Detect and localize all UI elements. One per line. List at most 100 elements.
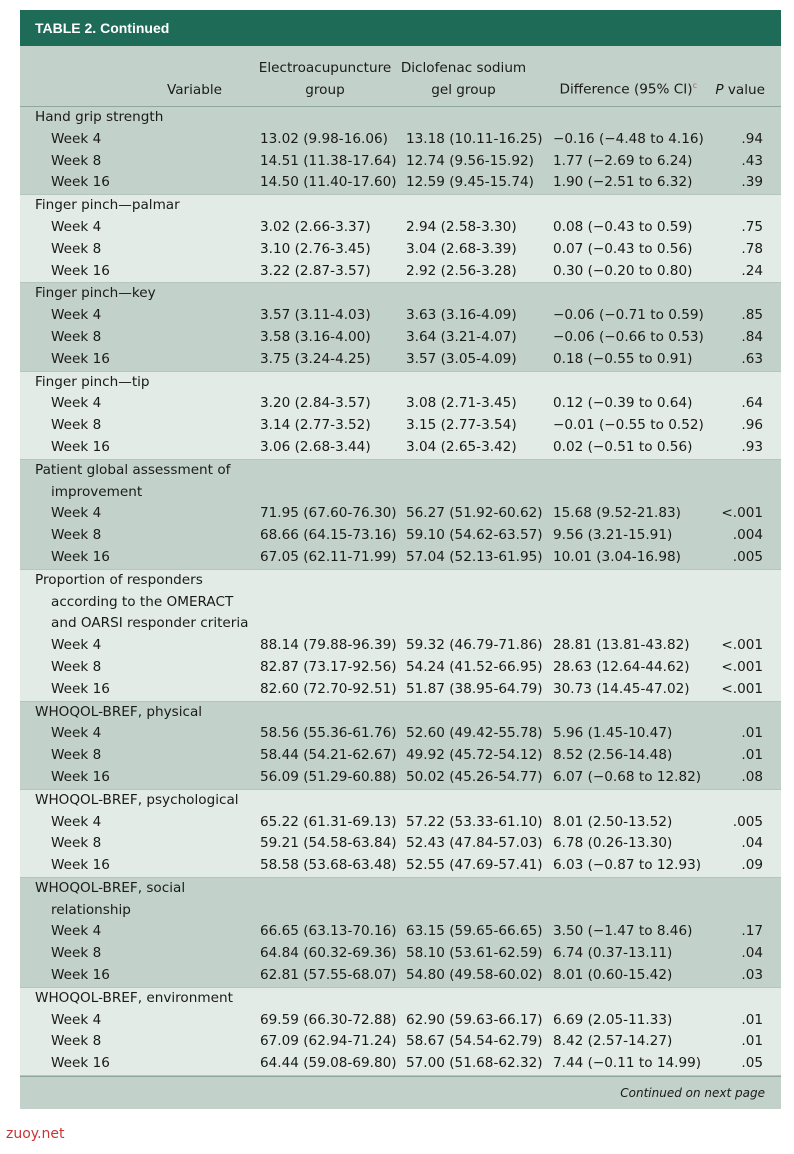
difference-cell: 0.08 (−0.43 to 0.59) <box>533 216 705 239</box>
header-electro-line2: group <box>305 82 345 98</box>
group-label-row: relationship <box>20 899 782 922</box>
table-row: Week 8 3.14 (2.77-3.52) 3.15 (2.77-3.54) −0… <box>20 415 782 437</box>
pvalue-cell: .63 <box>705 348 782 372</box>
electro-cell: 67.09 (62.94-71.24) <box>252 1031 397 1054</box>
diclofenac-cell: 57.04 (52.13-61.95) <box>394 546 543 570</box>
table-row: Week 4 3.57 (3.11-4.03) 3.63 (3.16-4.09) −0… <box>20 305 782 327</box>
group-label: Proportion of responders <box>20 569 782 592</box>
group-label: WHOQOL-BREF, physical <box>20 701 782 724</box>
electro-cell: 62.81 (57.55-68.07) <box>252 965 397 988</box>
group-label: Hand grip strength <box>20 107 782 129</box>
diclofenac-cell: 56.27 (51.92-60.62) <box>394 503 543 526</box>
pvalue-cell: .005 <box>705 811 782 834</box>
week-cell: Week 4 <box>20 921 252 944</box>
difference-cell: 6.69 (2.05-11.33) <box>533 1009 705 1032</box>
table-row: Week 16 3.22 (2.87-3.57) 2.92 (2.56-3.28) 0… <box>20 260 782 283</box>
diclofenac-cell: 63.15 (59.65-66.65) <box>394 921 543 944</box>
pvalue-cell: .05 <box>705 1053 782 1076</box>
pvalue-cell: .17 <box>705 921 782 944</box>
electro-cell: 3.75 (3.24-4.25) <box>252 348 394 372</box>
week-cell: Week 16 <box>20 855 252 878</box>
table-row: Week 16 64.44 (59.08-69.80) 57.00 (51.68-6… <box>20 1053 782 1076</box>
variable-group: Finger pinch—tip Week 4 3.20 (2.84-3.57) 3.… <box>20 371 782 460</box>
difference-cell: −0.06 (−0.66 to 0.53) <box>533 326 705 349</box>
week-cell: Week 16 <box>20 678 252 702</box>
difference-cell: 15.68 (9.52-21.83) <box>533 503 705 526</box>
diclofenac-cell: 2.94 (2.58-3.30) <box>394 216 533 239</box>
week-cell: Week 8 <box>20 943 252 966</box>
table-row: Week 8 67.09 (62.94-71.24) 58.67 (54.54-62… <box>20 1031 782 1054</box>
difference-cell: 7.44 (−0.11 to 14.99) <box>533 1053 705 1076</box>
electro-cell: 65.22 (61.31-69.13) <box>252 811 397 834</box>
table-row: Week 8 68.66 (64.15-73.16) 59.10 (54.62-63… <box>20 525 782 547</box>
header-difference-label: Difference (95% CI) <box>559 82 693 98</box>
week-cell: Week 8 <box>20 326 252 349</box>
electro-cell: 82.60 (72.70-92.51) <box>252 678 397 702</box>
pvalue-cell: <.001 <box>705 635 782 657</box>
diclofenac-cell: 3.04 (2.68-3.39) <box>394 238 533 261</box>
week-cell: Week 8 <box>20 238 252 261</box>
table-row: Week 8 58.44 (54.21-62.67) 49.92 (45.72-54… <box>20 745 782 767</box>
electro-cell: 64.44 (59.08-69.80) <box>252 1053 397 1076</box>
diclofenac-cell: 54.24 (41.52-66.95) <box>394 656 543 679</box>
difference-cell: 30.73 (14.45-47.02) <box>533 678 705 702</box>
diclofenac-cell: 58.10 (53.61-62.59) <box>394 943 543 966</box>
table-row: Week 4 13.02 (9.98-16.06) 13.18 (10.11-16.… <box>20 128 782 151</box>
electro-cell: 3.57 (3.11-4.03) <box>252 305 394 327</box>
electro-cell: 56.09 (51.29-60.88) <box>252 766 397 790</box>
group-label-row: Proportion of responders <box>20 569 782 592</box>
diclofenac-cell: 59.10 (54.62-63.57) <box>394 525 543 547</box>
pvalue-cell: .08 <box>705 766 782 790</box>
pvalue-cell: <.001 <box>705 503 782 526</box>
table-row: Week 4 58.56 (55.36-61.76) 52.60 (49.42-55… <box>20 723 782 746</box>
week-cell: Week 16 <box>20 965 252 988</box>
table-row: Week 8 3.58 (3.16-4.00) 3.64 (3.21-4.07) −0… <box>20 326 782 349</box>
pvalue-cell: .84 <box>705 326 782 349</box>
header-row: Variable Electroacupuncture group Diclof… <box>20 46 781 107</box>
results-table: Variable Electroacupuncture group Diclof… <box>20 46 781 107</box>
diclofenac-cell: 12.59 (9.45-15.74) <box>394 172 534 195</box>
week-cell: Week 4 <box>20 811 252 834</box>
footnote-marker: c <box>692 81 697 91</box>
difference-cell: 1.77 (−2.69 to 6.24) <box>533 150 705 173</box>
variable-group: Patient global assessment of improvement W… <box>20 459 782 570</box>
group-label-row: according to the OMERACT <box>20 591 782 614</box>
pvalue-cell: .01 <box>705 745 782 767</box>
pvalue-cell: .39 <box>705 172 782 195</box>
table-row: Week 16 14.50 (11.40-17.60) 12.59 (9.45-15… <box>20 172 782 195</box>
table-row: Week 16 3.75 (3.24-4.25) 3.57 (3.05-4.09) 0… <box>20 348 782 372</box>
pvalue-cell: .04 <box>705 943 782 966</box>
results-body: Hand grip strength Week 4 13.02 (9.98-16.0… <box>20 107 782 1076</box>
table-row: Week 8 82.87 (73.17-92.56) 54.24 (41.52-66… <box>20 656 782 679</box>
pvalue-cell: .005 <box>705 546 782 570</box>
table-row: Week 8 14.51 (11.38-17.64) 12.74 (9.56-15.… <box>20 150 782 173</box>
difference-cell: 6.78 (0.26-13.30) <box>533 833 705 856</box>
header-variable: Variable <box>166 82 222 98</box>
difference-cell: 0.02 (−0.51 to 0.56) <box>533 436 705 460</box>
diclofenac-cell: 52.55 (47.69-57.41) <box>394 855 543 878</box>
group-label: and OARSI responder criteria <box>20 613 782 636</box>
pvalue-cell: .64 <box>705 393 782 416</box>
header-pvalue-rest: value <box>723 82 765 98</box>
header-diclofenac: Diclofenac sodium gel group <box>394 57 533 106</box>
electro-cell: 3.20 (2.84-3.57) <box>252 393 394 416</box>
group-label: Finger pinch—tip <box>20 371 782 394</box>
electro-cell: 58.58 (53.68-63.48) <box>252 855 397 878</box>
group-label: relationship <box>20 899 782 922</box>
difference-cell: 0.18 (−0.55 to 0.91) <box>533 348 705 372</box>
diclofenac-cell: 49.92 (45.72-54.12) <box>394 745 543 767</box>
electro-cell: 3.14 (2.77-3.52) <box>252 415 394 437</box>
diclofenac-cell: 2.92 (2.56-3.28) <box>394 260 533 283</box>
week-cell: Week 4 <box>20 393 252 416</box>
pvalue-cell: .09 <box>705 855 782 878</box>
difference-cell: 8.52 (2.56-14.48) <box>533 745 705 767</box>
diclofenac-cell: 3.63 (3.16-4.09) <box>394 305 533 327</box>
group-label: Patient global assessment of <box>20 459 782 482</box>
diclofenac-cell: 57.22 (53.33-61.10) <box>394 811 543 834</box>
week-cell: Week 4 <box>20 305 252 327</box>
table-row: Week 4 65.22 (61.31-69.13) 57.22 (53.33-61… <box>20 811 782 834</box>
pvalue-cell: .01 <box>705 1009 782 1032</box>
difference-cell: 28.81 (13.81-43.82) <box>533 635 705 657</box>
pvalue-cell: .93 <box>705 436 782 460</box>
variable-group: WHOQOL-BREF, social relationship Week 4 66.… <box>20 877 782 988</box>
